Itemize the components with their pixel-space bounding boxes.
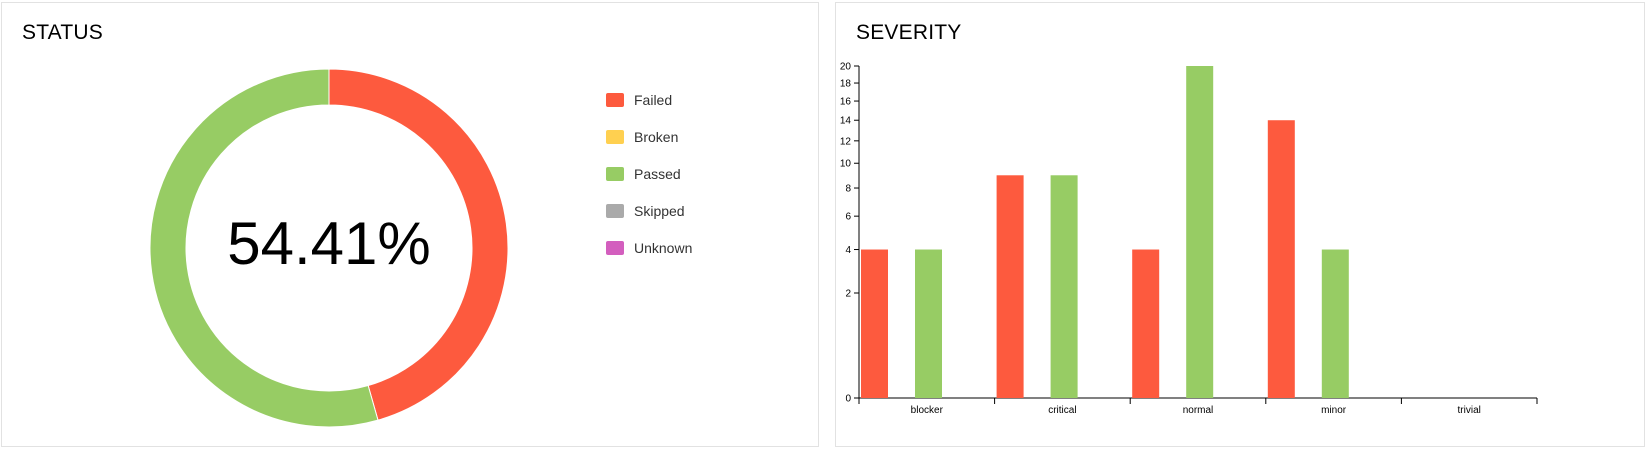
legend-swatch-broken: [606, 130, 624, 144]
y-tick-label: 6: [845, 212, 851, 223]
donut-center-label: 54.41%: [227, 210, 431, 277]
donut-slice-passed[interactable]: [149, 68, 379, 428]
bar-blocker-passed[interactable]: [915, 249, 942, 398]
x-tick-label-minor: minor: [1321, 405, 1347, 416]
severity-panel: SEVERITY 0 2 4 6 8 10 12 14 16 18 20 blocker critic…: [835, 2, 1645, 447]
bar-blocker-failed[interactable]: [861, 249, 888, 398]
y-tick-label: 8: [845, 184, 851, 195]
legend-item-broken[interactable]: Broken: [606, 129, 678, 145]
y-tick-label: 18: [840, 79, 852, 90]
x-tick-label-normal: normal: [1183, 405, 1214, 416]
status-title: STATUS: [22, 21, 103, 44]
legend-swatch-failed: [606, 93, 624, 107]
y-tick-label: 16: [840, 97, 852, 108]
y-tick-label: 12: [840, 136, 852, 147]
y-tick-label: 20: [840, 62, 852, 73]
legend-label-broken: Broken: [634, 129, 678, 145]
legend-swatch-passed: [606, 167, 624, 181]
status-panel: STATUS 54.41% Failed Broken Passed Skipped U…: [1, 2, 819, 447]
bars: [861, 66, 1349, 398]
y-tick-label: 2: [845, 289, 851, 300]
bar-minor-passed[interactable]: [1321, 249, 1349, 398]
bar-minor-failed[interactable]: [1267, 120, 1295, 398]
donut-slices: [149, 68, 509, 428]
bar-normal-failed[interactable]: [1132, 249, 1160, 398]
legend-swatch-skipped: [606, 204, 624, 218]
legend-item-failed[interactable]: Failed: [606, 92, 672, 108]
x-tick-label-critical: critical: [1048, 405, 1076, 416]
y-tick-label: 14: [840, 116, 852, 127]
legend-label-unknown: Unknown: [634, 240, 692, 256]
legend-item-unknown[interactable]: Unknown: [606, 240, 692, 256]
severity-title: SEVERITY: [856, 21, 962, 44]
x-tick-label-trivial: trivial: [1458, 405, 1481, 416]
legend-label-skipped: Skipped: [634, 203, 685, 219]
bar-normal-passed[interactable]: [1186, 66, 1214, 398]
bar-critical-failed[interactable]: [996, 175, 1024, 398]
y-tick-label: 4: [845, 245, 851, 256]
status-legend: Failed Broken Passed Skipped Unknown: [606, 92, 692, 256]
severity-bar-chart: 0 2 4 6 8 10 12 14 16 18 20 blocker critical normal m…: [840, 62, 1538, 416]
legend-item-passed[interactable]: Passed: [606, 166, 681, 182]
legend-label-failed: Failed: [634, 92, 672, 108]
donut-slice-failed[interactable]: [328, 68, 509, 421]
y-tick-label: 10: [840, 159, 852, 170]
legend-swatch-unknown: [606, 241, 624, 255]
legend-label-passed: Passed: [634, 166, 681, 182]
x-tick-label-blocker: blocker: [911, 405, 944, 416]
x-axis: blocker critical normal minor trivial: [858, 397, 1538, 416]
bar-critical-passed[interactable]: [1050, 175, 1078, 398]
legend-item-skipped[interactable]: Skipped: [606, 203, 685, 219]
y-axis: 0 2 4 6 8 10 12 14 16 18 20: [840, 62, 860, 405]
y-tick-label: 0: [845, 394, 851, 405]
status-donut-chart: 54.41% Failed Broken Passed Skipped Unknown: [149, 68, 692, 428]
